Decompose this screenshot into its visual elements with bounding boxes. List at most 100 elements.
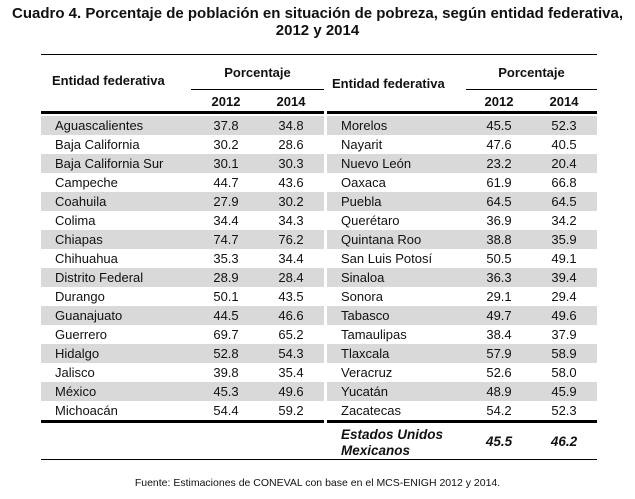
table-row: Jalisco 39.8 35.4 bbox=[41, 363, 324, 382]
table-row: Chihuahua 35.3 34.4 bbox=[41, 249, 324, 268]
value-2012: 44.7 bbox=[213, 175, 239, 190]
value-2012: 37.8 bbox=[213, 118, 239, 133]
table-title-line2: 2012 y 2014 bbox=[275, 22, 360, 39]
right-year-2012-header: 2012 bbox=[484, 94, 514, 109]
table-row: Nuevo León 23.2 20.4 bbox=[327, 154, 597, 173]
entity-name: Aguascalientes bbox=[55, 118, 144, 133]
left-subheader-rule bbox=[191, 89, 324, 90]
value-2012: 47.6 bbox=[486, 137, 512, 152]
table-row: México 45.3 49.6 bbox=[41, 382, 324, 401]
right-body-bottom-rule bbox=[327, 420, 597, 423]
value-2014: 30.2 bbox=[278, 194, 304, 209]
value-2014: 37.9 bbox=[551, 327, 577, 342]
table-row: Campeche 44.7 43.6 bbox=[41, 173, 324, 192]
table-row: San Luis Potosí 50.5 49.1 bbox=[327, 249, 597, 268]
entity-name: Yucatán bbox=[341, 384, 388, 399]
entity-name: Chihuahua bbox=[55, 251, 118, 266]
source-note: Fuente: Estimaciones de CONEVAL con base… bbox=[134, 477, 501, 489]
value-2014: 58.0 bbox=[551, 365, 577, 380]
table-row: Yucatán 48.9 45.9 bbox=[327, 382, 597, 401]
value-2012: 64.5 bbox=[486, 194, 512, 209]
table-row: Sonora 29.1 29.4 bbox=[327, 287, 597, 306]
value-2014: 20.4 bbox=[551, 156, 577, 171]
table-row: Distrito Federal 28.9 28.4 bbox=[41, 268, 324, 287]
value-2012: 54.4 bbox=[213, 403, 239, 418]
entity-name: Durango bbox=[55, 289, 105, 304]
value-2012: 50.5 bbox=[486, 251, 512, 266]
value-2014: 46.6 bbox=[278, 308, 304, 323]
value-2012: 27.9 bbox=[213, 194, 239, 209]
value-2012: 52.8 bbox=[213, 346, 239, 361]
right-table-body: Morelos 45.5 52.3 Nayarit 47.6 40.5 Nuevo León… bbox=[327, 116, 597, 420]
value-2012: 52.6 bbox=[486, 365, 512, 380]
left-entity-header: Entidad federativa bbox=[52, 73, 165, 88]
value-2012: 34.4 bbox=[213, 213, 239, 228]
entity-name: Hidalgo bbox=[55, 346, 100, 361]
table-row: Tabasco 49.7 49.6 bbox=[327, 306, 597, 325]
value-2012: 49.7 bbox=[486, 308, 512, 323]
value-2014: 52.3 bbox=[551, 403, 577, 418]
table-row: Guerrero 69.7 65.2 bbox=[41, 325, 324, 344]
entity-name: Quintana Roo bbox=[341, 232, 422, 247]
total-entity-line2: Mexicanos bbox=[341, 443, 411, 458]
value-2012: 50.1 bbox=[213, 289, 239, 304]
table-row: Zacatecas 54.2 52.3 bbox=[327, 401, 597, 420]
value-2012: 54.2 bbox=[486, 403, 512, 418]
entity-name: México bbox=[55, 384, 97, 399]
right-entity-header: Entidad federativa bbox=[332, 76, 445, 91]
value-2014: 64.5 bbox=[551, 194, 577, 209]
value-2012: 48.9 bbox=[486, 384, 512, 399]
value-2014: 58.9 bbox=[551, 346, 577, 361]
value-2012: 29.1 bbox=[486, 289, 512, 304]
table-row: Sinaloa 36.3 39.4 bbox=[327, 268, 597, 287]
value-2012: 38.8 bbox=[486, 232, 512, 247]
right-percent-header: Porcentaje bbox=[498, 65, 565, 80]
value-2014: 40.5 bbox=[551, 137, 577, 152]
table-row: Coahuila 27.9 30.2 bbox=[41, 192, 324, 211]
value-2014: 39.4 bbox=[551, 270, 577, 285]
value-2012: 30.1 bbox=[213, 156, 239, 171]
value-2014: 49.6 bbox=[278, 384, 304, 399]
value-2012: 45.3 bbox=[213, 384, 239, 399]
value-2012: 30.2 bbox=[213, 137, 239, 152]
total-entity-line1: Estados Unidos bbox=[341, 427, 444, 442]
table-row: Morelos 45.5 52.3 bbox=[327, 116, 597, 135]
entity-name: Tlaxcala bbox=[341, 346, 390, 361]
value-2012: 35.3 bbox=[213, 251, 239, 266]
value-2014: 45.9 bbox=[551, 384, 577, 399]
table-row: Colima 34.4 34.3 bbox=[41, 211, 324, 230]
entity-name: Nuevo León bbox=[341, 156, 412, 171]
entity-name: Sinaloa bbox=[341, 270, 385, 285]
table-row: Durango 50.1 43.5 bbox=[41, 287, 324, 306]
value-2014: 66.8 bbox=[551, 175, 577, 190]
total-2014-value: 46.2 bbox=[550, 434, 578, 449]
table-row: Puebla 64.5 64.5 bbox=[327, 192, 597, 211]
entity-name: San Luis Potosí bbox=[341, 251, 433, 266]
value-2014: 43.6 bbox=[278, 175, 304, 190]
value-2012: 38.4 bbox=[486, 327, 512, 342]
value-2014: 28.6 bbox=[278, 137, 304, 152]
value-2014: 29.4 bbox=[551, 289, 577, 304]
entity-name: Baja California bbox=[55, 137, 140, 152]
right-year-2014-header: 2014 bbox=[549, 94, 579, 109]
table-row: Nayarit 47.6 40.5 bbox=[327, 135, 597, 154]
value-2014: 54.3 bbox=[278, 346, 304, 361]
value-2012: 61.9 bbox=[486, 175, 512, 190]
entity-name: Veracruz bbox=[341, 365, 393, 380]
value-2012: 39.8 bbox=[213, 365, 239, 380]
value-2014: 76.2 bbox=[278, 232, 304, 247]
entity-name: Tamaulipas bbox=[341, 327, 407, 342]
entity-name: Chiapas bbox=[55, 232, 103, 247]
entity-name: Michoacán bbox=[55, 403, 118, 418]
value-2014: 28.4 bbox=[278, 270, 304, 285]
value-2012: 36.9 bbox=[486, 213, 512, 228]
left-year-2012-header: 2012 bbox=[211, 94, 241, 109]
value-2014: 52.3 bbox=[551, 118, 577, 133]
value-2012: 36.3 bbox=[486, 270, 512, 285]
entity-name: Nayarit bbox=[341, 137, 383, 152]
entity-name: Puebla bbox=[341, 194, 382, 209]
left-percent-header: Porcentaje bbox=[224, 65, 291, 80]
table-row: Veracruz 52.6 58.0 bbox=[327, 363, 597, 382]
value-2014: 35.4 bbox=[278, 365, 304, 380]
value-2014: 49.1 bbox=[551, 251, 577, 266]
